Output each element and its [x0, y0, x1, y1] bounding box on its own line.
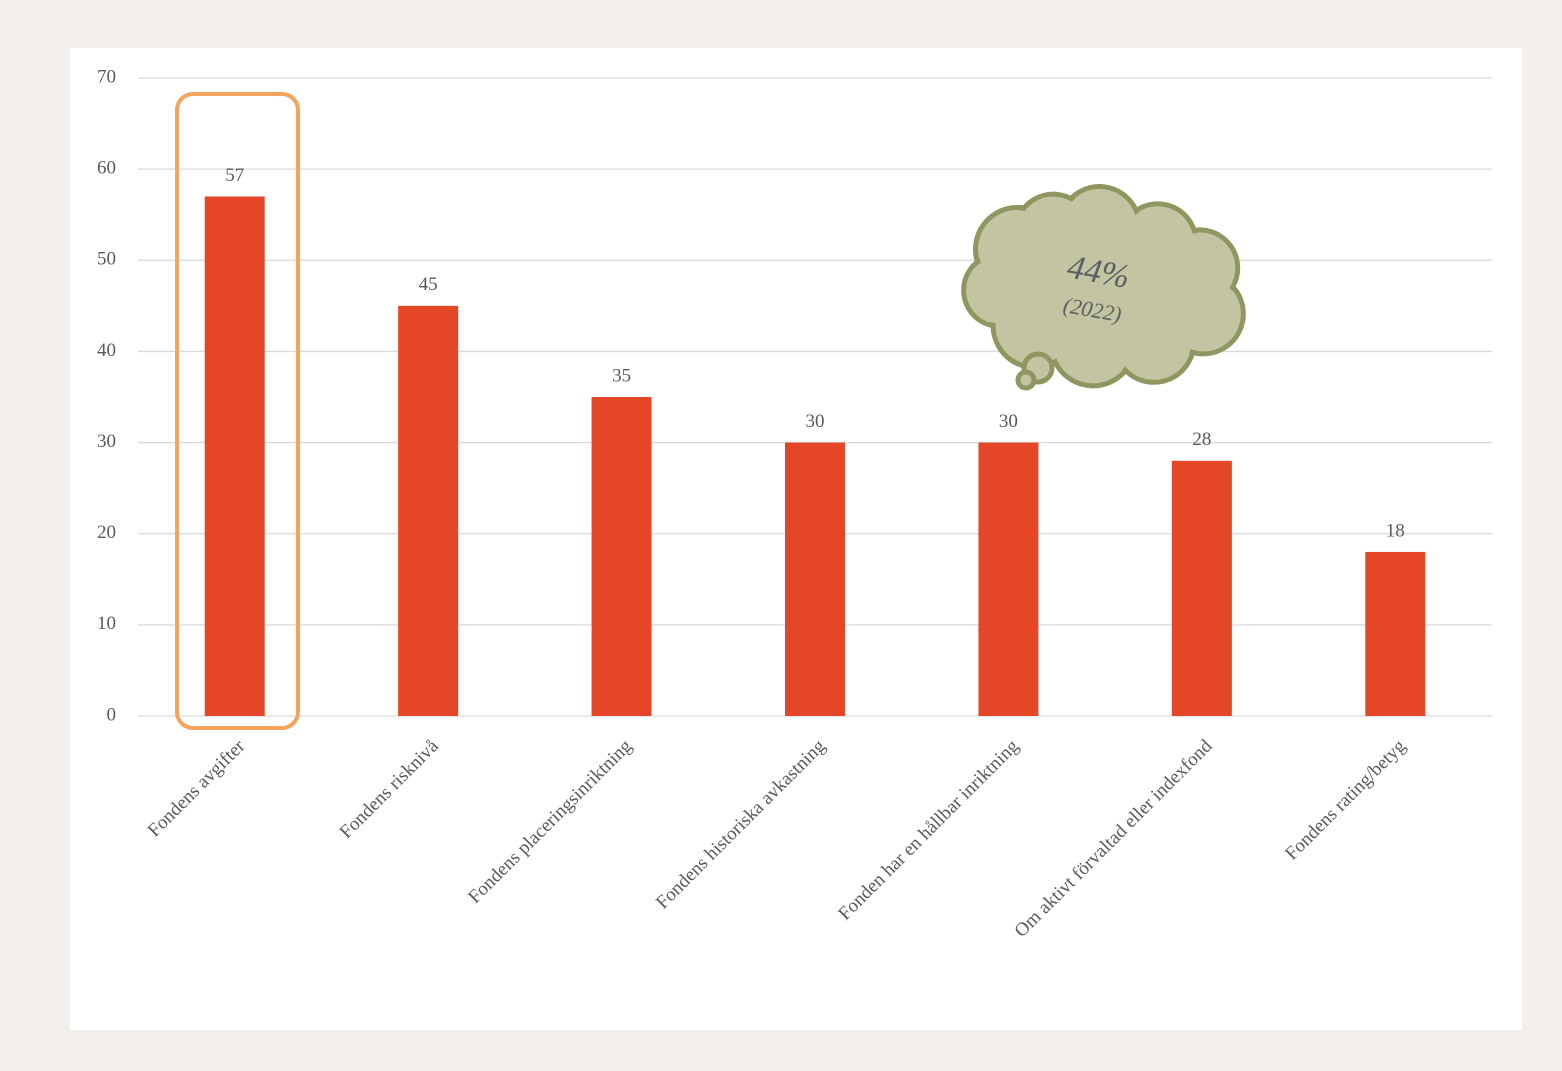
bar	[204, 196, 265, 716]
data-label: 45	[419, 274, 438, 295]
data-label: 57	[225, 165, 244, 186]
y-tick-label: 70	[97, 66, 116, 87]
y-tick-label: 20	[97, 522, 116, 543]
y-tick-label: 40	[97, 340, 116, 361]
y-tick-label: 60	[97, 158, 116, 179]
bar	[978, 442, 1039, 716]
highlight-box	[175, 92, 300, 730]
data-label: 30	[806, 411, 825, 432]
thought-bubble	[1015, 369, 1037, 391]
bar	[591, 397, 652, 716]
bar	[398, 305, 459, 716]
bar	[785, 442, 845, 716]
data-label: 28	[1192, 429, 1211, 450]
data-label: 18	[1386, 520, 1405, 541]
y-tick-label: 30	[97, 431, 116, 452]
y-tick-label: 0	[107, 704, 117, 725]
thought-cloud	[961, 184, 1246, 389]
y-tick-label: 50	[97, 249, 116, 270]
data-label: 35	[612, 365, 631, 386]
bar	[1365, 551, 1426, 716]
y-tick-label: 10	[97, 613, 116, 634]
data-label: 30	[999, 411, 1018, 432]
bar	[1171, 460, 1232, 716]
